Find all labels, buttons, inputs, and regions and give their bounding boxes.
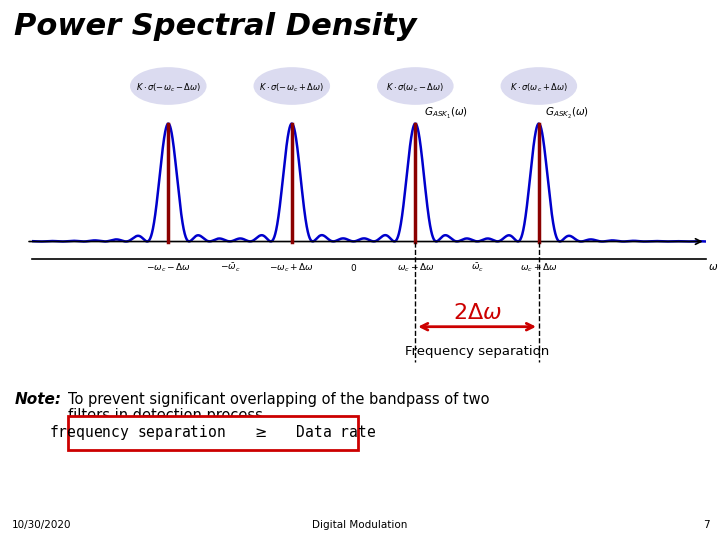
Ellipse shape — [253, 67, 330, 105]
Text: $-\omega_c-\Delta\omega$: $-\omega_c-\Delta\omega$ — [145, 261, 191, 274]
Text: $-\omega_c+\Delta\omega$: $-\omega_c+\Delta\omega$ — [269, 261, 315, 274]
Text: $K\cdot\sigma(-\omega_c+\Delta\omega)$: $K\cdot\sigma(-\omega_c+\Delta\omega)$ — [259, 82, 324, 94]
Ellipse shape — [500, 67, 577, 105]
Text: $2\Delta\omega$: $2\Delta\omega$ — [453, 303, 502, 323]
Text: frequency separation   $\geq$   Data rate: frequency separation $\geq$ Data rate — [50, 423, 377, 442]
Text: Power Spectral Density: Power Spectral Density — [14, 12, 417, 41]
Text: Note:: Note: — [15, 392, 62, 407]
Text: Frequency separation: Frequency separation — [405, 345, 549, 357]
Text: $\bar{\omega}_c$: $\bar{\omega}_c$ — [471, 261, 484, 274]
Text: $G_{ASK_1}(\omega)$: $G_{ASK_1}(\omega)$ — [424, 105, 468, 120]
Text: $\omega_c-\Delta\omega$: $\omega_c-\Delta\omega$ — [397, 261, 434, 274]
Text: $\omega$: $\omega$ — [708, 261, 719, 272]
Text: $-\bar{\omega}_c$: $-\bar{\omega}_c$ — [220, 261, 240, 274]
Text: 10/30/2020: 10/30/2020 — [12, 520, 71, 530]
Text: filters in detection process: filters in detection process — [68, 408, 263, 423]
Text: $K\cdot\sigma(\omega_c+\Delta\omega)$: $K\cdot\sigma(\omega_c+\Delta\omega)$ — [510, 82, 568, 94]
Ellipse shape — [377, 67, 454, 105]
Text: Digital Modulation: Digital Modulation — [312, 520, 408, 530]
Text: $K\cdot\sigma(-\omega_c-\Delta\omega)$: $K\cdot\sigma(-\omega_c-\Delta\omega)$ — [136, 82, 201, 94]
Text: $\omega_c+\Delta\omega$: $\omega_c+\Delta\omega$ — [520, 261, 558, 274]
Text: 7: 7 — [703, 520, 710, 530]
Text: $0$: $0$ — [350, 261, 357, 273]
Text: $K\cdot\sigma(\omega_c-\Delta\omega)$: $K\cdot\sigma(\omega_c-\Delta\omega)$ — [387, 82, 444, 94]
FancyBboxPatch shape — [68, 416, 358, 450]
Text: $G_{ASK_2}(\omega)$: $G_{ASK_2}(\omega)$ — [545, 105, 589, 120]
Ellipse shape — [130, 67, 207, 105]
Text: To prevent significant overlapping of the bandpass of two: To prevent significant overlapping of th… — [68, 392, 490, 407]
